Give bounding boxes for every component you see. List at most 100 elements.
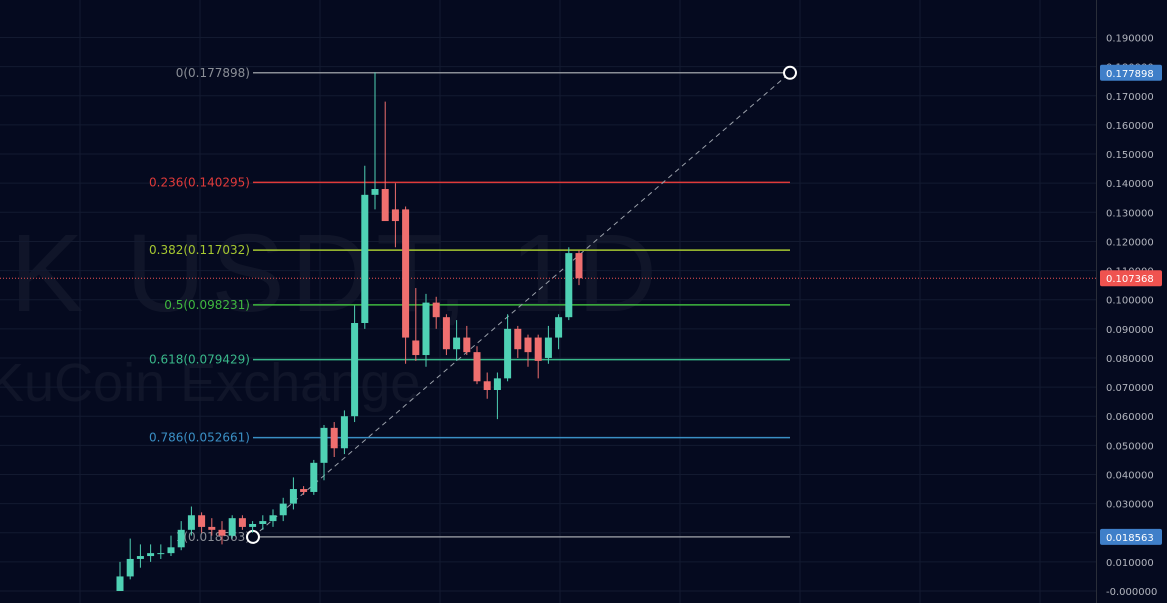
price-tick-label: 0.190000 xyxy=(1106,34,1154,45)
candle xyxy=(136,544,144,568)
candle-body xyxy=(504,328,512,379)
candle xyxy=(279,497,287,522)
price-badge-text: 0.018563 xyxy=(1106,533,1154,544)
fib-level-label: 0.618(0.079429) xyxy=(149,353,250,367)
fib-level-label: 0.236(0.140295) xyxy=(149,175,250,189)
price-badge-bg xyxy=(1100,528,1162,545)
candle-body xyxy=(279,503,287,516)
candle-body xyxy=(381,189,389,222)
candle xyxy=(289,477,297,510)
price-badge-bg xyxy=(1100,270,1162,287)
candle-body xyxy=(147,553,155,557)
candle xyxy=(177,521,185,551)
candle xyxy=(147,544,155,562)
candles xyxy=(116,72,583,591)
price-tick-label: 0.060000 xyxy=(1106,412,1154,423)
candle xyxy=(187,506,195,536)
candle-body xyxy=(534,337,542,361)
candle xyxy=(391,183,399,248)
price-badge[interactable]: 0.107368 xyxy=(1100,270,1162,287)
price-badge-text: 0.177898 xyxy=(1106,69,1154,80)
candle-body xyxy=(514,328,522,350)
candle-body xyxy=(177,529,185,548)
price-axis-separator xyxy=(1096,0,1097,603)
candle xyxy=(126,538,134,580)
candle xyxy=(198,512,206,533)
price-tick-label: 0.090000 xyxy=(1106,325,1154,336)
candle xyxy=(238,515,246,530)
price-tick-label: 0.010000 xyxy=(1106,558,1154,569)
price-tick-label: 0.100000 xyxy=(1106,296,1154,307)
candle-body xyxy=(136,556,144,559)
candle-body xyxy=(361,194,369,324)
price-tick-label: 0.050000 xyxy=(1106,441,1154,452)
candle xyxy=(330,422,338,458)
candle xyxy=(524,334,532,367)
candle-body xyxy=(483,381,491,391)
candle xyxy=(310,459,318,495)
trend-end-handle[interactable] xyxy=(783,65,797,80)
candle xyxy=(412,288,420,361)
candle-body xyxy=(340,416,348,449)
fibonacci-retracement[interactable]: 0(0.177898) 0.236(0.140295) 0.382(0.117032… xyxy=(149,66,790,544)
candle-body xyxy=(493,378,501,391)
price-tick-label: 0.170000 xyxy=(1106,92,1154,103)
candle-body xyxy=(289,489,297,504)
candle-body xyxy=(432,302,440,318)
price-tick-label: 0.120000 xyxy=(1106,237,1154,248)
candle xyxy=(402,206,410,364)
price-tick-label: 0.140000 xyxy=(1106,179,1154,190)
candle-body xyxy=(544,337,552,358)
candle-body xyxy=(238,518,246,527)
candle-body xyxy=(157,553,165,555)
candle-body xyxy=(167,547,175,554)
candle-body xyxy=(300,489,308,492)
candle-body xyxy=(463,337,471,353)
candle xyxy=(300,486,308,495)
price-tick-label: 0.040000 xyxy=(1106,470,1154,481)
price-badge[interactable]: 0.018563 xyxy=(1100,528,1162,545)
candle-body xyxy=(575,253,583,279)
candle xyxy=(442,314,450,356)
fib-level-label: 0(0.177898) xyxy=(176,66,250,80)
candle-body xyxy=(259,521,267,525)
candle-body xyxy=(524,337,532,353)
candle xyxy=(575,250,583,286)
price-tick-label: 0.160000 xyxy=(1106,121,1154,132)
candle-body xyxy=(412,340,420,356)
candle-body xyxy=(391,209,399,222)
candle xyxy=(504,314,512,382)
price-badge[interactable]: 0.177898 xyxy=(1100,64,1162,81)
candle xyxy=(422,293,430,367)
price-tick-label: 0.150000 xyxy=(1106,150,1154,161)
fib-level-label: 0.5(0.098231) xyxy=(164,298,250,312)
candle-body xyxy=(422,302,430,356)
candle-body xyxy=(371,189,379,195)
candle xyxy=(167,535,175,557)
candle xyxy=(249,521,257,533)
price-tick-label: -0.000000 xyxy=(1106,587,1157,598)
candle xyxy=(228,515,236,539)
candle-body xyxy=(269,515,277,522)
candle-body xyxy=(218,529,226,536)
candle xyxy=(565,247,573,321)
candle xyxy=(555,314,563,350)
trend-line-path[interactable] xyxy=(252,72,791,538)
candle-body xyxy=(208,526,216,530)
candle xyxy=(453,320,461,361)
candle xyxy=(371,72,379,210)
price-axis[interactable]: 0.1900000.1800000.1700000.1600000.150000… xyxy=(1100,34,1162,598)
candle-body xyxy=(198,515,206,527)
candle-body xyxy=(228,518,236,536)
price-badge-bg xyxy=(1100,64,1162,81)
candle xyxy=(157,544,165,559)
candle-body xyxy=(442,317,450,350)
candle-body xyxy=(565,253,573,318)
price-tick-label: 0.080000 xyxy=(1106,354,1154,365)
candle-body xyxy=(402,209,410,338)
candle-body xyxy=(116,576,124,591)
candle xyxy=(116,561,124,591)
candle xyxy=(340,410,348,455)
candle xyxy=(320,424,328,481)
